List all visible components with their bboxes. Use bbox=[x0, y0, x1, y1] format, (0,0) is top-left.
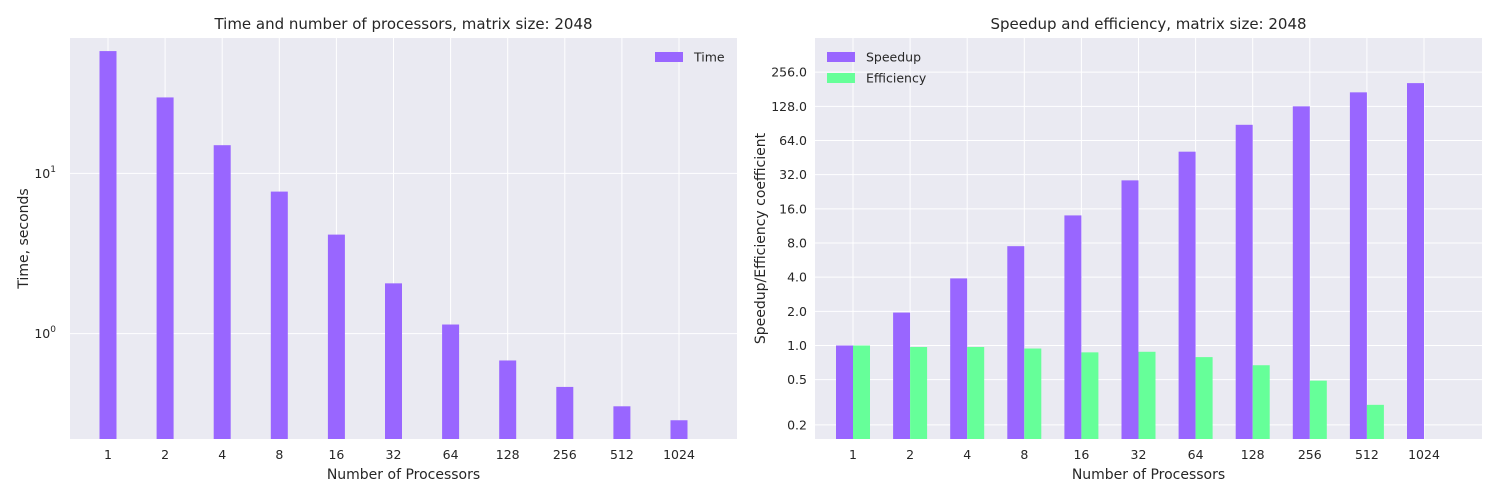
speedup-chart-y-tick-label: 32.0 bbox=[779, 167, 807, 182]
time-chart-bar-time bbox=[270, 191, 288, 439]
speedup-chart-bar-efficiency bbox=[1138, 351, 1156, 439]
speedup-chart-y-tick-label: 128.0 bbox=[771, 99, 807, 114]
time-chart-x-tick-label: 128 bbox=[496, 447, 520, 462]
legend-label-efficiency: Efficiency bbox=[866, 71, 927, 86]
time-chart-x-tick-label: 2 bbox=[161, 447, 169, 462]
speedup-chart-x-tick-label: 64 bbox=[1188, 447, 1204, 462]
time-chart-legend: Time bbox=[655, 50, 725, 65]
speedup-chart-bar-efficiency bbox=[1081, 352, 1099, 439]
legend-swatch-efficiency bbox=[827, 73, 855, 83]
legend-label-time: Time bbox=[693, 50, 725, 65]
speedup-chart-bar-efficiency bbox=[1309, 380, 1327, 439]
speedup-chart-bar-efficiency bbox=[967, 346, 985, 439]
speedup-chart-x-tick-label: 1 bbox=[849, 447, 857, 462]
speedup-chart-bar-efficiency bbox=[1195, 357, 1213, 439]
time-chart-bar-time bbox=[499, 360, 517, 439]
time-chart-bar-time bbox=[99, 51, 117, 439]
legend-swatch-speedup bbox=[827, 52, 855, 62]
speedup-chart-y-tick-label: 2.0 bbox=[787, 304, 807, 319]
speedup-chart-x-tick-label: 2 bbox=[906, 447, 914, 462]
speedup-chart-bar-speedup bbox=[1007, 246, 1025, 439]
time-chart-bar-time bbox=[613, 406, 631, 439]
speedup-chart-legend: Speedup Efficiency bbox=[827, 50, 927, 86]
speedup-chart-x-tick-label: 16 bbox=[1073, 447, 1089, 462]
speedup-chart-y-tick-label: 1.0 bbox=[787, 338, 807, 353]
speedup-chart-bar-efficiency bbox=[1252, 365, 1270, 439]
speedup-chart-bar-efficiency bbox=[853, 345, 870, 439]
legend-label-speedup: Speedup bbox=[866, 50, 921, 65]
time-chart-x-tick-label: 8 bbox=[275, 447, 283, 462]
time-chart-bar-time bbox=[213, 145, 231, 439]
speedup-chart-x-tick-label: 1024 bbox=[1408, 447, 1440, 462]
time-chart-y-tick-label: 101 bbox=[34, 165, 56, 181]
speedup-chart-x-tick-label: 8 bbox=[1020, 447, 1028, 462]
time-chart-bar-time bbox=[385, 283, 402, 439]
speedup-chart-bar-speedup bbox=[1407, 83, 1424, 439]
time-chart-x-tick-label: 1024 bbox=[663, 447, 695, 462]
time-chart-plot-area bbox=[70, 38, 737, 439]
time-chart-x-tick-label: 32 bbox=[386, 447, 402, 462]
speedup-chart-title: Speedup and efficiency, matrix size: 204… bbox=[990, 15, 1306, 33]
speedup-chart-y-tick-label: 0.2 bbox=[787, 417, 807, 432]
speedup-chart-y-tick-label: 16.0 bbox=[779, 201, 807, 216]
speedup-chart: 1 2 4 8 16 32 64 128 256 512 1024 0.2 0.5 1.0 2.0 4.0 8… bbox=[753, 15, 1482, 483]
time-chart-y-axis-label: Time, seconds bbox=[16, 188, 32, 289]
time-chart-title: Time and number of processors, matrix si… bbox=[213, 15, 592, 33]
time-chart-bar-time bbox=[442, 324, 460, 439]
speedup-chart-x-tick-label: 128 bbox=[1241, 447, 1265, 462]
time-chart-x-tick-label: 4 bbox=[218, 447, 226, 462]
speedup-chart-x-tick-label: 32 bbox=[1131, 447, 1147, 462]
time-chart-x-tick-label: 512 bbox=[610, 447, 634, 462]
speedup-chart-x-axis-label: Number of Processors bbox=[1072, 467, 1225, 483]
time-chart-x-axis-label: Number of Processors bbox=[327, 467, 480, 483]
time-chart-bar-time bbox=[670, 420, 688, 439]
speedup-chart-x-tick-label: 512 bbox=[1355, 447, 1379, 462]
speedup-chart-bar-speedup bbox=[893, 312, 911, 439]
time-chart-bar-time bbox=[156, 97, 174, 439]
speedup-chart-bar-speedup bbox=[1349, 92, 1367, 439]
speedup-chart-y-tick-label: 8.0 bbox=[787, 235, 807, 250]
speedup-chart-y-tick-label: 0.5 bbox=[787, 372, 807, 387]
speedup-chart-bar-speedup bbox=[836, 345, 853, 439]
speedup-chart-bar-efficiency bbox=[910, 346, 928, 439]
time-chart: 1 2 4 8 16 32 64 128 256 512 1024 100 101 Time and … bbox=[16, 15, 737, 483]
speedup-chart-bar-speedup bbox=[1292, 106, 1310, 440]
time-chart-x-tick-label: 16 bbox=[328, 447, 344, 462]
speedup-chart-y-tick-label: 256.0 bbox=[771, 65, 807, 80]
speedup-chart-bar-speedup bbox=[1121, 180, 1139, 439]
speedup-chart-bar-speedup bbox=[950, 278, 968, 439]
speedup-chart-y-tick-label: 64.0 bbox=[779, 133, 807, 148]
speedup-chart-y-tick-label: 4.0 bbox=[787, 270, 807, 285]
time-chart-bar-time bbox=[327, 234, 345, 439]
time-chart-x-tick-label: 256 bbox=[553, 447, 577, 462]
legend-swatch-time bbox=[655, 52, 683, 62]
speedup-chart-bar-speedup bbox=[1064, 215, 1082, 439]
speedup-chart-x-tick-label: 4 bbox=[963, 447, 971, 462]
time-chart-bar-time bbox=[556, 386, 574, 439]
speedup-chart-bar-speedup bbox=[1178, 151, 1196, 439]
speedup-chart-y-axis-label: Speedup/Efficiency coefficient bbox=[753, 132, 769, 344]
time-chart-x-tick-label: 1 bbox=[104, 447, 112, 462]
time-chart-x-tick-label: 64 bbox=[443, 447, 459, 462]
speedup-chart-bar-speedup bbox=[1235, 124, 1253, 440]
speedup-chart-bar-efficiency bbox=[1366, 404, 1384, 439]
speedup-chart-bar-efficiency bbox=[1024, 348, 1042, 439]
time-chart-y-tick-label: 100 bbox=[34, 325, 56, 341]
speedup-chart-x-tick-label: 256 bbox=[1298, 447, 1322, 462]
